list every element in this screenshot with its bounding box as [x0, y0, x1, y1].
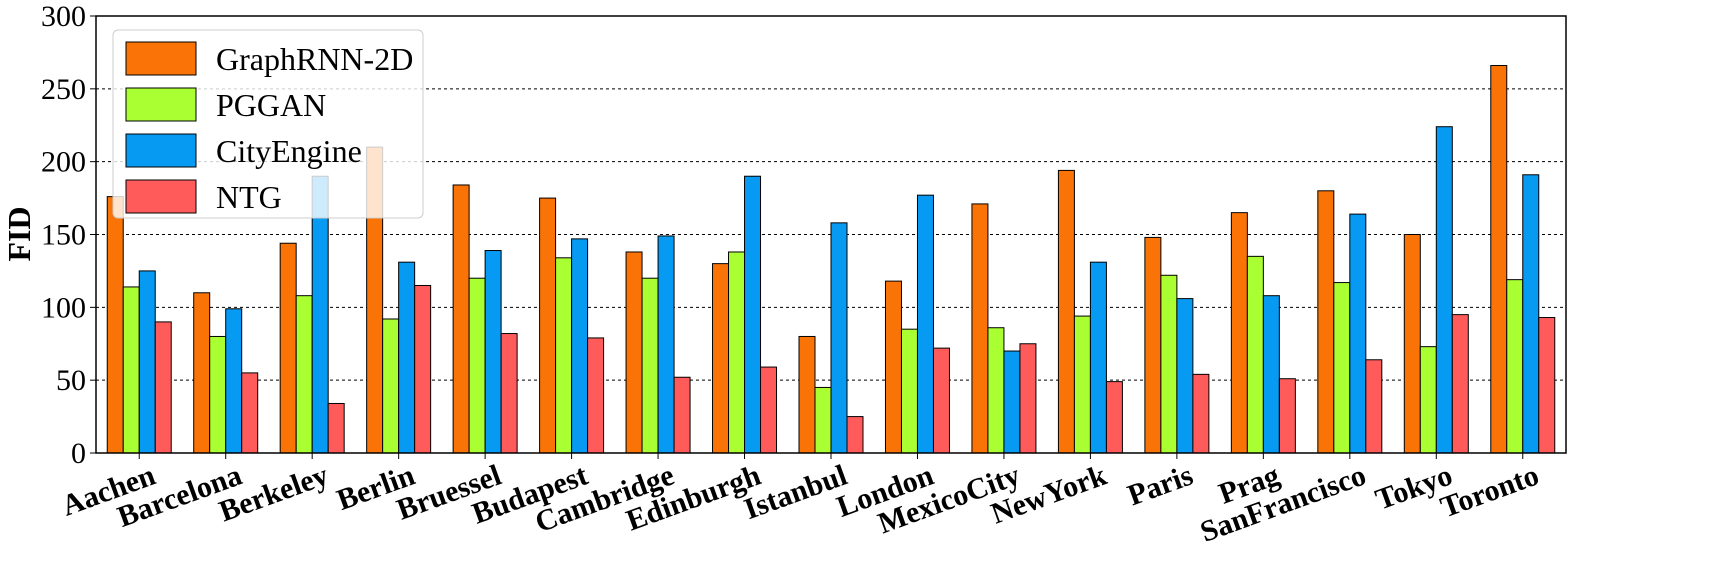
y-tick-label: 0	[71, 437, 86, 470]
bar-ntg-london	[932, 347, 950, 454]
bar-pggan-london	[900, 328, 918, 454]
bar-cityengine-edinburgh	[744, 175, 762, 454]
bar-graphrnn-2d-aachen	[106, 196, 124, 454]
legend-swatch	[125, 179, 197, 214]
bar-ntg-tokyo	[1451, 314, 1469, 454]
bar-graphrnn-2d-bruessel	[452, 184, 470, 454]
bar-pggan-edinburgh	[728, 251, 746, 454]
legend-label: PGGAN	[216, 87, 326, 123]
bar-graphrnn-2d-barcelona	[193, 292, 211, 454]
bar-cityengine-istanbul	[830, 222, 848, 454]
bar-graphrnn-2d-berkeley	[279, 242, 297, 454]
bar-ntg-paris	[1192, 373, 1210, 454]
bar-graphrnn-2d-paris	[1144, 236, 1162, 454]
legend-box	[112, 29, 424, 219]
y-tick-label: 250	[41, 73, 86, 106]
bar-ntg-toronto	[1538, 317, 1556, 454]
x-tick-label: SanFrancisco	[1196, 459, 1370, 549]
bar-ntg-istanbul	[846, 416, 864, 454]
bar-graphrnn-2d-prag	[1230, 212, 1248, 454]
bar-cityengine-tokyo	[1435, 126, 1453, 454]
bar-graphrnn-2d-mexicocity	[971, 203, 989, 454]
legend-swatch	[125, 133, 197, 168]
bar-graphrnn-2d-london	[884, 280, 902, 454]
plot-frame	[95, 15, 1567, 454]
bar-cityengine-cambridge	[657, 235, 675, 454]
bar-pggan-paris	[1160, 274, 1178, 454]
bar-cityengine-toronto	[1522, 174, 1540, 454]
bar-ntg-prag	[1278, 378, 1296, 454]
bar-ntg-sanfrancisco	[1365, 359, 1383, 454]
bar-graphrnn-2d-istanbul	[798, 335, 816, 454]
bar-cityengine-newyork	[1089, 261, 1107, 454]
legend-label: CityEngine	[216, 133, 362, 169]
y-tick-label: 100	[41, 291, 86, 324]
bar-cityengine-mexicocity	[1003, 350, 1021, 454]
bar-graphrnn-2d-toronto	[1490, 65, 1508, 454]
bar-pggan-aachen	[122, 286, 140, 454]
bar-pggan-tokyo	[1419, 346, 1437, 454]
bar-pggan-newyork	[1073, 315, 1091, 454]
x-tick-label: Paris	[1123, 459, 1197, 513]
bar-pggan-toronto	[1506, 279, 1524, 454]
legend-label: NTG	[216, 179, 282, 215]
bar-pggan-cambridge	[641, 277, 659, 454]
bar-ntg-berlin	[414, 284, 432, 454]
bar-pggan-budapest	[555, 257, 573, 454]
bar-ntg-barcelona	[241, 372, 259, 454]
bar-ntg-cambridge	[673, 376, 691, 454]
bar-ntg-berkeley	[327, 402, 345, 454]
bar-cityengine-barcelona	[225, 308, 243, 454]
legend: GraphRNN-2D PGGAN CityEngine NTG	[112, 29, 424, 219]
bar-graphrnn-2d-sanfrancisco	[1317, 190, 1335, 454]
y-axis-ticks: 0 50 100 150 200 250 300	[41, 0, 96, 470]
bar-cityengine-budapest	[571, 238, 589, 454]
bar-ntg-budapest	[587, 337, 605, 454]
legend-label: GraphRNN-2D	[216, 41, 413, 77]
y-tick-label: 200	[41, 146, 86, 179]
bar-pggan-bruessel	[468, 277, 486, 454]
y-tick-label: 300	[41, 0, 86, 33]
bar-cityengine-aachen	[138, 270, 156, 454]
y-tick-label: 150	[41, 219, 86, 252]
bar-cityengine-sanfrancisco	[1349, 213, 1367, 454]
bar-ntg-mexicocity	[1019, 343, 1037, 454]
bar-ntg-edinburgh	[760, 366, 778, 454]
x-tick-label: Toronto	[1436, 459, 1543, 525]
y-tick-label: 50	[56, 364, 86, 397]
bar-cityengine-prag	[1262, 295, 1280, 454]
bar-cityengine-berlin	[398, 261, 416, 454]
y-axis-label: FID	[1, 206, 37, 261]
bar-ntg-bruessel	[500, 333, 518, 454]
bar-cityengine-london	[916, 194, 934, 454]
bar-pggan-berkeley	[295, 295, 313, 454]
bar-graphrnn-2d-newyork	[1057, 169, 1075, 454]
bar-graphrnn-2d-tokyo	[1403, 234, 1421, 454]
bars	[106, 65, 1556, 454]
bar-pggan-berlin	[382, 318, 400, 454]
legend-swatch	[125, 87, 197, 122]
bar-ntg-newyork	[1105, 381, 1123, 454]
bar-pggan-prag	[1246, 255, 1264, 454]
legend-swatch	[125, 41, 197, 76]
bar-pggan-mexicocity	[987, 327, 1005, 454]
bar-ntg-aachen	[154, 321, 172, 454]
bar-cityengine-bruessel	[484, 250, 502, 454]
bar-pggan-istanbul	[814, 386, 832, 454]
bar-graphrnn-2d-budapest	[539, 197, 557, 454]
bar-pggan-barcelona	[209, 335, 227, 454]
bar-graphrnn-2d-cambridge	[625, 251, 643, 454]
bar-pggan-sanfrancisco	[1333, 282, 1351, 454]
bar-graphrnn-2d-edinburgh	[712, 263, 730, 454]
bar-cityengine-paris	[1176, 298, 1194, 454]
